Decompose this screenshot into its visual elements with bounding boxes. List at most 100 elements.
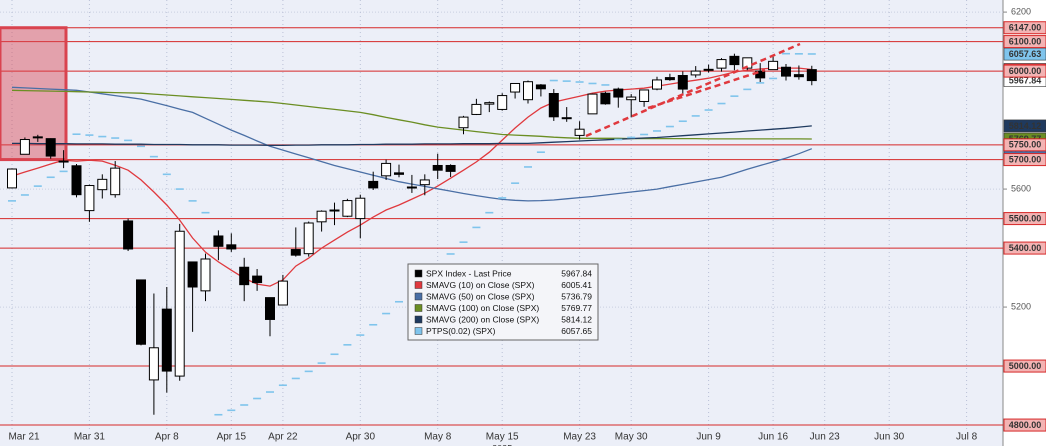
candle-body: [32, 136, 43, 139]
legend-value: 6005.41: [561, 280, 592, 290]
level-tag: 5400.00: [1009, 243, 1042, 253]
level-tag: 5000.00: [1009, 361, 1042, 371]
candle-body: [84, 185, 95, 212]
candle-body: [342, 200, 353, 217]
candle-body: [174, 230, 185, 377]
candle-body: [239, 266, 250, 286]
x-tick-label: Apr 22: [268, 432, 298, 443]
legend-swatch: [414, 269, 423, 278]
y-tick-label: 5600: [1011, 183, 1031, 193]
x-tick-label: Apr 8: [155, 432, 179, 443]
ma-line: [11, 89, 812, 140]
ma-line: [12, 125, 812, 147]
level-tag: 4800.00: [1009, 420, 1042, 430]
candle-body: [458, 116, 469, 129]
legend-swatch: [414, 327, 423, 335]
candle-body: [574, 128, 585, 136]
level-tag-box: [1003, 212, 1046, 226]
candle-body: [510, 82, 521, 93]
x-tick-label: Jul 8: [956, 432, 978, 443]
candle-body: [161, 308, 172, 372]
x-tick-label: Jun 23: [810, 432, 840, 443]
level-tag: 5500.00: [1009, 213, 1042, 223]
candle-body: [690, 70, 701, 76]
candle-body: [639, 89, 650, 102]
x-tick-label: May 8: [424, 432, 452, 443]
x-tick-label: May 23: [563, 432, 596, 443]
legend-value: 5814.12: [561, 314, 592, 324]
candle-body: [187, 261, 198, 288]
legend-value: 5769.77: [561, 303, 592, 313]
legend-swatch: [414, 281, 423, 289]
candle-body: [316, 210, 327, 223]
trendline: [647, 68, 766, 110]
candle-body: [252, 275, 263, 284]
candle-body: [406, 186, 417, 189]
candle-body: [303, 222, 314, 255]
candle-body: [523, 81, 533, 101]
candle-body: [58, 160, 69, 163]
legend-swatch: [414, 304, 423, 312]
level-tag-box: [1003, 64, 1046, 78]
trendlines: [585, 42, 801, 138]
level-tag-box: [1003, 359, 1046, 373]
candle-body: [561, 117, 572, 120]
candle-body: [781, 66, 791, 77]
candle-body: [716, 59, 727, 69]
level-tag: 6000.00: [1009, 66, 1042, 76]
x-tick-label: Jun 9: [696, 432, 721, 443]
legend-label: PTPS(0.02) (SPX): [426, 326, 496, 336]
x-axis-year: 2025: [492, 443, 512, 446]
level-tag-box: [1003, 21, 1046, 35]
candle-body: [19, 139, 30, 155]
candle-body: [290, 249, 301, 256]
legend-box: [407, 263, 599, 341]
candle-body: [226, 244, 237, 250]
legend: SPX Index - Last Price 5967.84 SMAVG (10) …: [407, 263, 599, 341]
legend-label: SMAVG (10) on Close (SPX): [426, 280, 535, 290]
candle-body: [484, 102, 495, 105]
candle-body: [394, 172, 404, 175]
candle-body: [445, 164, 456, 172]
legend-value: 6057.65: [561, 326, 592, 336]
sar-layer: [8, 52, 816, 416]
level-tag: 6147.00: [1009, 23, 1042, 33]
value-tag: 6057.63: [1009, 49, 1042, 59]
candle-body: [368, 180, 379, 189]
candle-body: [768, 60, 779, 71]
candle-body: [329, 209, 340, 212]
candle-body: [7, 168, 17, 189]
legend-swatch: [414, 292, 423, 301]
level-tag-box: [1003, 241, 1046, 255]
legend-label: SMAVG (50) on Close (SPX): [426, 291, 535, 301]
x-tick-label: Jun 16: [758, 432, 788, 443]
x-tick-label: Apr 30: [346, 432, 376, 443]
value-tag: 5814.12: [1009, 121, 1042, 131]
level-tag-box: [1003, 418, 1046, 432]
candle-body: [419, 179, 430, 186]
candle-body: [471, 103, 482, 115]
legend-value: 5967.84: [561, 268, 592, 278]
y-tick-label: 5200: [1011, 301, 1031, 311]
legend-label: SPX Index - Last Price: [426, 268, 512, 278]
legend-swatch: [414, 315, 423, 324]
value-tag: 5967.84: [1009, 75, 1042, 85]
axis-layer: 5200 5600 6200 Mar 21 Mar 31 Apr 8 Apr 15 Apr 2…: [8, 6, 1031, 446]
y-tick-label: 6200: [1011, 6, 1031, 16]
candle-body: [806, 69, 817, 82]
candle-body: [652, 79, 662, 90]
candle-body: [97, 178, 108, 191]
candle-body: [213, 235, 224, 247]
level-tag: 5700.00: [1009, 154, 1042, 164]
x-tick-label: Jun 30: [874, 432, 904, 443]
level-tag: 6100.00: [1009, 36, 1042, 46]
value-tag-box: [1003, 119, 1046, 133]
candle-body: [626, 96, 637, 101]
legend-label: SMAVG (200) on Close (SPX): [426, 314, 539, 324]
level-tag-box: [1003, 153, 1046, 167]
candles-layer: [7, 53, 817, 415]
candle-body: [548, 93, 559, 118]
candle-body: [600, 92, 611, 105]
